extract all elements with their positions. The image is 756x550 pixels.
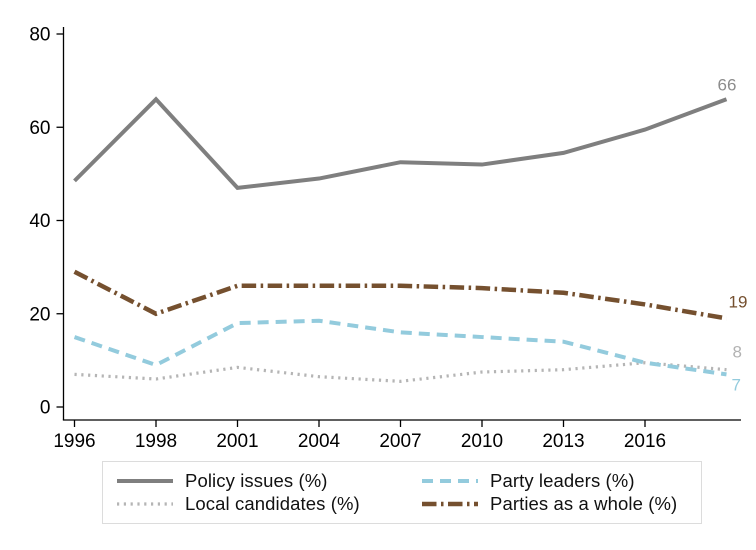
- legend-label-party-leaders: Party leaders (%): [490, 470, 635, 492]
- x-tick-label: 2004: [298, 431, 341, 452]
- legend-label-parties-as-a-whole: Parties as a whole (%): [490, 492, 678, 514]
- x-tick-label: 1996: [53, 431, 95, 452]
- legend-line-swatch-local-candidates: [117, 500, 173, 508]
- legend-entry-local-candidates: Local candidates (%): [117, 493, 422, 515]
- legend-label-local-candidates: Local candidates (%): [185, 492, 360, 514]
- x-tick-label: 2016: [624, 431, 666, 452]
- chart-legend: Policy issues (%) Party leaders (%) Local …: [102, 461, 702, 524]
- y-tick-label: 40: [29, 211, 50, 232]
- x-tick-label: 2007: [379, 431, 421, 452]
- legend-line-swatch-party-leaders: [422, 477, 478, 485]
- series-end-label-local-candidates: 8: [733, 343, 742, 362]
- legend-entry-policy-issues: Policy issues (%): [117, 470, 422, 492]
- series-end-label-policy-issues: 66: [718, 75, 737, 94]
- series-line-parties-as-a-whole: [73, 269, 727, 321]
- x-tick-label: 2013: [542, 431, 584, 452]
- legend-entry-parties-as-a-whole: Parties as a whole (%): [422, 493, 701, 515]
- series-end-label-parties-as-a-whole: 19: [729, 292, 748, 311]
- series-line-party-leaders: [73, 318, 727, 377]
- legend-entry-party-leaders: Party leaders (%): [422, 470, 701, 492]
- legend-line-swatch-parties-as-a-whole: [422, 500, 478, 508]
- series-line-policy-issues: [73, 96, 728, 190]
- x-tick-label: 2001: [216, 431, 258, 452]
- series-end-label-party-leaders: 7: [732, 375, 741, 394]
- y-tick-label: 60: [29, 118, 50, 139]
- y-tick-label: 0: [40, 398, 51, 419]
- y-tick-label: 80: [29, 25, 50, 46]
- legend-label-policy-issues: Policy issues (%): [185, 470, 328, 492]
- y-tick-label: 20: [29, 304, 50, 325]
- x-tick-label: 1998: [135, 431, 177, 452]
- legend-line-swatch-policy-issues: [117, 477, 173, 485]
- line-chart-plot-area: 0 20 40 60 80 1996 1998 2001 2004 2007 2010 2013 201…: [29, 25, 748, 453]
- series-line-local-candidates: [74, 361, 727, 383]
- x-tick-label: 2010: [461, 431, 503, 452]
